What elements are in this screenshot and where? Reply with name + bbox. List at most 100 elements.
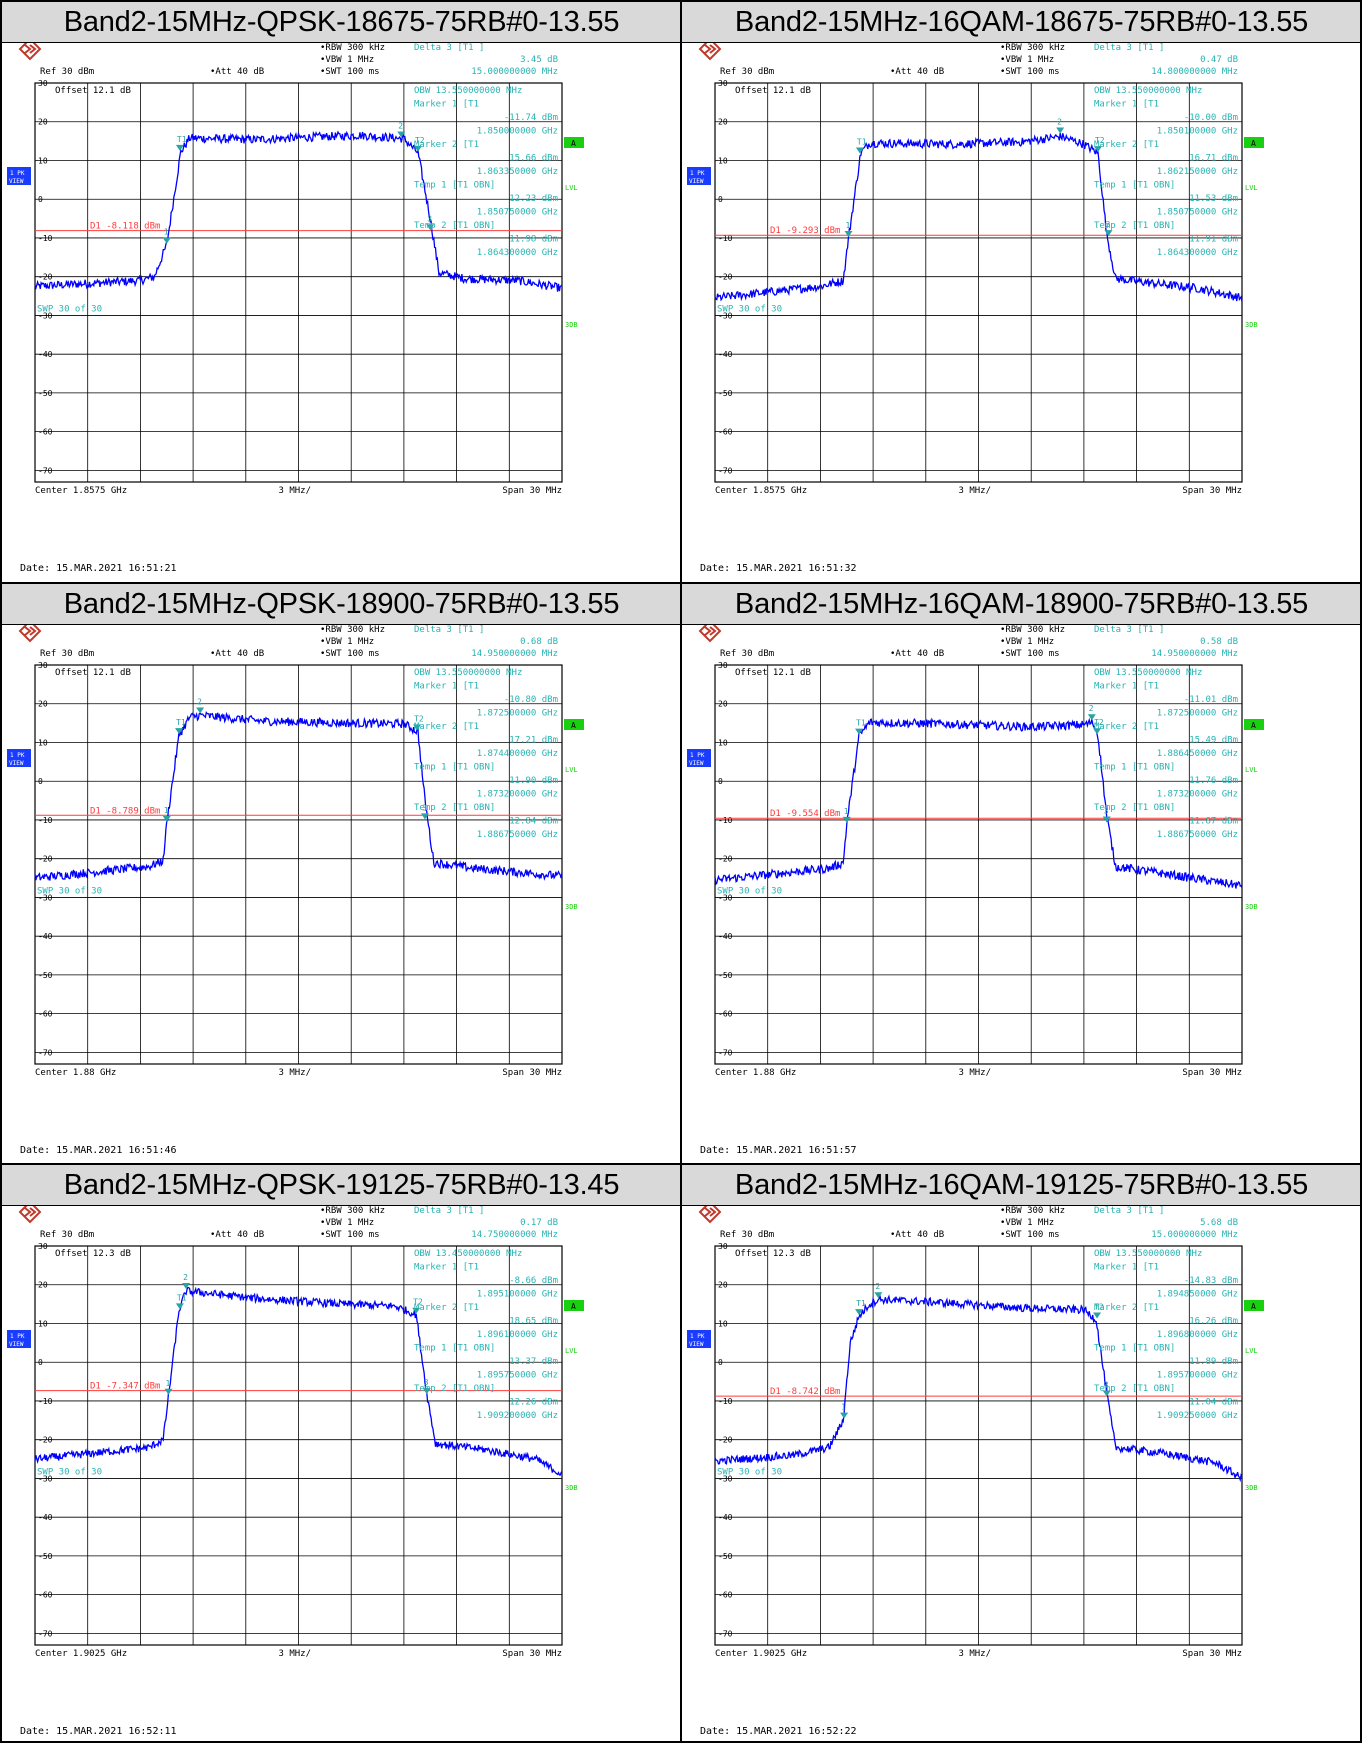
lvl-label: LVL (565, 184, 578, 192)
marker-readout-line: 11.98 dBm (509, 235, 558, 245)
y-tick-label: -60 (718, 1010, 733, 1019)
marker-readout-line: 1.862150000 GHz (1157, 167, 1238, 177)
marker-readout-line: Marker 1 [T1 (414, 1263, 479, 1273)
marker-readout-line: Marker 2 [T1 (414, 722, 479, 732)
vbw-setting: •VBW 1 MHz (320, 1218, 374, 1228)
marker-readout-line: Delta 3 [T1 ] (1094, 43, 1164, 53)
y-tick-label: -10 (718, 1397, 733, 1406)
y-tick-label: 0 (38, 1358, 43, 1367)
marker-readout-line: 11.89 dBm (1189, 1357, 1238, 1367)
rbw-setting: •RBW 300 kHz (320, 625, 385, 635)
measurement-date: Date: 15.MAR.2021 16:51:21 (20, 563, 177, 574)
marker-readout-line: 0.17 dB (520, 1218, 558, 1228)
lvl-label: LVL (1245, 184, 1258, 192)
marker-readout-line: 14.750000000 MHz (471, 1230, 558, 1240)
vbw-setting: •VBW 1 MHz (320, 637, 374, 647)
trace-a-label: A (571, 1302, 576, 1311)
marker-readout-line: Delta 3 [T1 ] (414, 1206, 484, 1216)
y-tick-label: 20 (38, 118, 48, 127)
marker-readout-line: 1.863350000 GHz (477, 167, 558, 177)
sweep-time-setting: •SWT 100 ms (320, 649, 380, 659)
y-tick-label: -50 (38, 1552, 53, 1561)
span-label: Span 30 MHz (502, 1068, 562, 1078)
marker-readout-line: Delta 3 [T1 ] (1094, 1206, 1164, 1216)
y-tick-label: 20 (718, 1281, 728, 1290)
y-tick-label: -70 (38, 1629, 53, 1638)
marker-label: 1 (844, 807, 849, 816)
vbw-setting: •VBW 1 MHz (320, 55, 374, 65)
y-tick-label: 20 (38, 700, 48, 709)
y-tick-label: 20 (38, 1281, 48, 1290)
center-frequency-label: Center 1.88 GHz (35, 1068, 116, 1078)
marker-readout-line: 1.886750000 GHz (477, 830, 558, 840)
marker-readout-line: OBW 13.450000000 MHz (414, 1249, 522, 1259)
marker-readout-line: 1.896100000 GHz (477, 1330, 558, 1340)
attenuation-setting: •Att 40 dB (210, 1230, 264, 1240)
marker-readout-line: Temp 2 [T1 OBN] (1094, 803, 1175, 813)
y-tick-label: 0 (38, 777, 43, 786)
marker-readout-line: 1.886750000 GHz (1157, 830, 1238, 840)
span-label: Span 30 MHz (1182, 1068, 1242, 1078)
ref-level: Ref 30 dBm (720, 1230, 774, 1240)
ref-level: Ref 30 dBm (720, 67, 774, 77)
sweep-time-setting: •SWT 100 ms (320, 67, 380, 77)
ref-level: Ref 30 dBm (720, 649, 774, 659)
y-tick-label: -60 (38, 1010, 53, 1019)
y-tick-label: -10 (718, 816, 733, 825)
marker-readout-line: 5.68 dB (1200, 1218, 1238, 1228)
attenuation-setting: •Att 40 dB (890, 649, 944, 659)
y-tick-label: 0 (38, 195, 43, 204)
view-badge-bottom: VIEW (9, 178, 24, 185)
marker-readout-line: 18.65 dBm (509, 1317, 558, 1327)
marker-readout-line: Marker 2 [T1 (414, 1303, 479, 1313)
y-tick-label: -40 (718, 350, 733, 359)
spectrum-plot: •RBW 300 kHz •VBW 1 MHz Ref 30 dBm •Att 40 … (687, 43, 1264, 574)
marker-label: 1 (164, 806, 169, 815)
measurement-date: Date: 15.MAR.2021 16:51:32 (700, 563, 857, 574)
marker-readout-line: -10.80 dBm (504, 695, 558, 705)
view-badge-top: 1 PK (690, 170, 705, 177)
measurement-cell: Band2-15MHz-16QAM-18675-75RB#0-13.55 •RBW… (682, 2, 1361, 583)
marker-readout-line: Temp 2 [T1 OBN] (414, 221, 495, 231)
marker-readout-line: Temp 1 [T1 OBN] (1094, 181, 1175, 191)
measurement-date: Date: 15.MAR.2021 16:51:46 (20, 1145, 177, 1156)
marker-readout-line: Temp 1 [T1 OBN] (414, 763, 495, 773)
attenuation-setting: •Att 40 dB (210, 649, 264, 659)
marker-readout-line: Delta 3 [T1 ] (414, 625, 484, 635)
marker-label: 2 (183, 1273, 188, 1282)
marker-readout-line: -10.00 dBm (1184, 113, 1238, 123)
marker-readout-line: OBW 13.550000000 MHz (414, 86, 522, 96)
panel-title: Band2-15MHz-QPSK-18675-75RB#0-13.55 (2, 2, 681, 43)
trace-a-label: A (1251, 1302, 1256, 1311)
marker-readout-line: Temp 1 [T1 OBN] (414, 1344, 495, 1354)
marker-label: 2 (1057, 117, 1062, 126)
y-tick-label: -70 (718, 1048, 733, 1057)
sweep-time-setting: •SWT 100 ms (1000, 649, 1060, 659)
marker-readout-line: Marker 1 [T1 (1094, 1263, 1159, 1273)
d1-label: D1 -7.347 dBm (90, 1382, 160, 1392)
y-tick-label: -40 (38, 1513, 53, 1522)
rbw-setting: •RBW 300 kHz (320, 1206, 385, 1216)
marker-readout-line: 17.21 dBm (509, 736, 558, 746)
measurement-date: Date: 15.MAR.2021 16:51:57 (700, 1145, 857, 1156)
lvl-label: LVL (565, 766, 578, 774)
marker-label: T1 (856, 719, 866, 728)
marker-readout-line: 1.850750000 GHz (1157, 208, 1238, 218)
trace-a-label: A (571, 721, 576, 730)
view-badge-bottom: VIEW (689, 1341, 704, 1348)
offset-label: Offset 12.1 dB (735, 668, 811, 678)
marker-readout-line: Temp 1 [T1 OBN] (414, 181, 495, 191)
sweep-time-setting: •SWT 100 ms (1000, 1230, 1060, 1240)
rohde-schwarz-logo (18, 625, 42, 643)
three-db-label: 3DB (565, 903, 578, 911)
y-tick-label: -60 (718, 428, 733, 437)
marker-readout-line: 1.864300000 GHz (477, 248, 558, 258)
ref-level: Ref 30 dBm (40, 649, 94, 659)
marker-readout-line: Marker 1 [T1 (414, 100, 479, 110)
y-tick-label: -10 (38, 1397, 53, 1406)
view-badge-top: 1 PK (690, 1333, 705, 1340)
marker-readout-line: 11.53 dBm (1189, 194, 1238, 204)
marker-label: 1 (164, 228, 169, 237)
marker-label: 2 (1089, 704, 1094, 713)
